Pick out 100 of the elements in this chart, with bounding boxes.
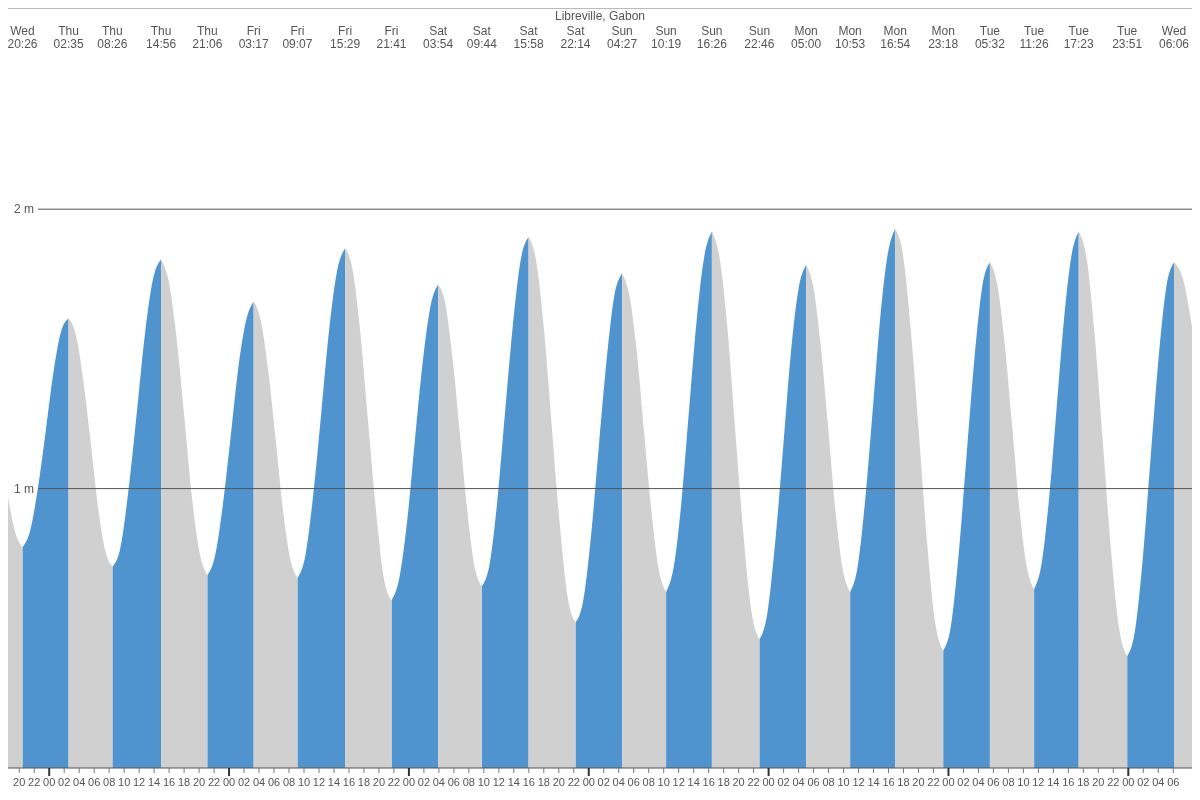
annotation: Sat 09:44 (466, 24, 498, 51)
x-tick-label: 10 (1017, 776, 1030, 788)
annotation: Fri 03:17 (238, 24, 269, 51)
x-tick-label: 14 (507, 776, 520, 788)
annotation: Thu 14:56 (146, 24, 177, 51)
x-tick-label: 00 (402, 776, 416, 788)
annotation: Mon 16:54 (880, 24, 911, 51)
x-tick-label: 20 (912, 776, 925, 788)
x-tick-label: 16 (522, 776, 535, 788)
x-tick-label: 18 (1077, 776, 1090, 788)
x-tick-label: 14 (1047, 776, 1060, 788)
annotation: Mon 10:53 (835, 24, 866, 51)
x-tick-label: 18 (537, 776, 550, 788)
x-tick-label: 22 (387, 776, 401, 788)
x-tick-label: 04 (612, 776, 625, 788)
x-tick-label: 22 (207, 776, 221, 788)
chart-title: Libreville, Gabon (554, 9, 646, 23)
x-tick-label: 20 (1092, 776, 1105, 788)
annotation: Mon 23:18 (928, 24, 959, 51)
x-tick-label: 04 (73, 776, 86, 788)
annotation: Tue 17:23 (1063, 24, 1095, 51)
annotation: Fri 21:41 (376, 24, 407, 51)
x-tick-label: 18 (177, 776, 191, 788)
x-tick-label: 14 (148, 776, 161, 788)
x-tick-label: 02 (417, 776, 431, 788)
x-tick-label: 06 (1167, 776, 1180, 788)
annotation: Sat 03:54 (423, 24, 454, 51)
x-tick-label: 06 (987, 776, 1000, 788)
annotation: Sat 15:58 (513, 24, 544, 51)
x-tick-label: 02 (58, 776, 71, 788)
x-tick-label: 20 (192, 776, 206, 788)
x-tick-label: 14 (867, 776, 880, 788)
y-tick-label: 1 m (13, 481, 34, 496)
x-tick-label: 06 (807, 776, 820, 788)
x-tick-label: 20 (552, 776, 565, 788)
x-tick-label: 16 (702, 776, 715, 788)
x-tick-label: 06 (447, 776, 460, 788)
x-tick-label: 18 (717, 776, 730, 788)
x-tick-label: 20 (732, 776, 745, 788)
annotation: Thu 21:06 (192, 24, 223, 51)
x-tick-label: 12 (492, 776, 505, 788)
x-tick-label: 00 (582, 776, 595, 788)
x-tick-label: 00 (1122, 776, 1135, 788)
x-tick-label: 16 (162, 776, 176, 788)
x-tick-label: 04 (1152, 776, 1165, 788)
annotation: Wed 06:06 (1159, 24, 1190, 51)
x-tick-label: 00 (222, 776, 236, 788)
x-tick-label: 22 (567, 776, 580, 788)
x-tick-label: 22 (1107, 776, 1120, 788)
x-tick-label: 02 (777, 776, 790, 788)
x-tick-label: 10 (477, 776, 490, 788)
x-tick-label: 10 (118, 776, 131, 788)
x-tick-label: 16 (342, 776, 356, 788)
x-tick-label: 08 (462, 776, 475, 788)
x-tick-label: 18 (357, 776, 371, 788)
x-tick-label: 02 (1137, 776, 1150, 788)
x-tick-label: 02 (237, 776, 251, 788)
x-tick-label: 00 (43, 776, 56, 788)
x-tick-label: 12 (133, 776, 146, 788)
x-tick-label: 10 (657, 776, 670, 788)
annotation: Thu 08:26 (97, 24, 128, 51)
x-tick-label: 08 (1002, 776, 1015, 788)
x-tick-label: 08 (103, 776, 116, 788)
x-tick-label: 20 (13, 776, 26, 788)
x-tick-label: 22 (927, 776, 940, 788)
x-tick-label: 00 (942, 776, 955, 788)
annotation: Thu 02:35 (53, 24, 84, 51)
annotation: Sat 22:14 (560, 24, 591, 51)
x-tick-label: 22 (747, 776, 760, 788)
x-tick-label: 18 (897, 776, 910, 788)
annotation: Mon 05:00 (791, 24, 822, 51)
x-tick-label: 06 (267, 776, 281, 788)
x-tick-label: 20 (372, 776, 386, 788)
annotation: Tue 11:26 (1019, 24, 1049, 51)
x-tick-label: 08 (282, 776, 296, 788)
annotation: Sun 22:46 (744, 24, 775, 51)
x-tick-label: 04 (432, 776, 446, 788)
annotation: Fri 09:07 (282, 24, 313, 51)
x-tick-label: 14 (687, 776, 700, 788)
x-tick-label: 10 (297, 776, 311, 788)
x-tick-label: 04 (252, 776, 266, 788)
x-tick-label: 16 (1062, 776, 1075, 788)
x-tick-label: 10 (837, 776, 850, 788)
x-tick-label: 04 (972, 776, 985, 788)
annotation: Tue 23:51 (1112, 24, 1143, 51)
x-tick-label: 12 (1032, 776, 1045, 788)
y-tick-label: 2 m (13, 202, 34, 217)
x-tick-label: 06 (627, 776, 640, 788)
x-tick-label: 08 (822, 776, 835, 788)
annotation: Tue 05:32 (974, 24, 1006, 51)
annotation: Sun 10:19 (651, 24, 682, 51)
x-tick-label: 00 (762, 776, 775, 788)
x-tick-label: 14 (327, 776, 341, 788)
x-tick-label: 12 (672, 776, 685, 788)
x-tick-label: 06 (88, 776, 101, 788)
annotation: Fri 15:29 (330, 24, 361, 51)
annotation: Sun 04:27 (607, 24, 638, 51)
x-tick-label: 02 (957, 776, 970, 788)
annotation: Sun 16:26 (696, 24, 728, 51)
x-tick-label: 08 (642, 776, 655, 788)
